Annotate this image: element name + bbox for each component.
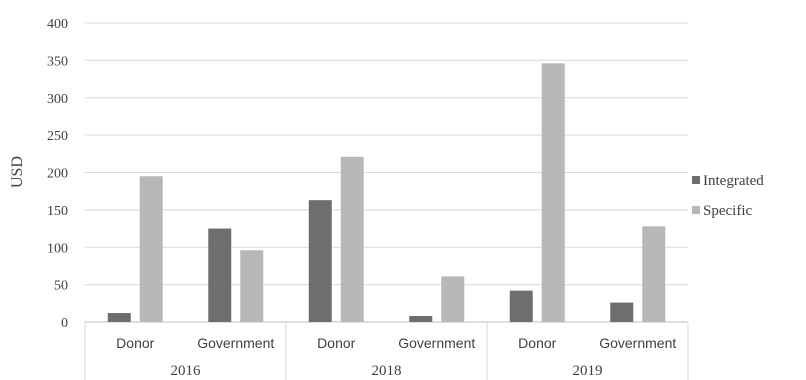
bar-specific-2 (240, 250, 264, 322)
legend-swatch-integrated (692, 176, 700, 184)
legend-label-specific: Specific (703, 203, 752, 219)
bar-integrated-4 (409, 316, 433, 322)
bar-integrated-1 (107, 313, 131, 322)
y-tick-label: 100 (47, 241, 68, 256)
y-tick-label: 350 (47, 54, 68, 69)
x-category-label: Government (599, 335, 676, 351)
bar-specific-5 (541, 63, 565, 323)
y-tick-label: 400 (47, 17, 68, 32)
x-category-label: Government (197, 335, 274, 351)
y-tick-label: 200 (47, 167, 68, 182)
y-tick-label: 50 (54, 279, 68, 294)
bar-integrated-2 (208, 228, 232, 322)
x-category-label: Donor (116, 335, 154, 351)
x-category-label: Government (398, 335, 475, 351)
x-category-label: Donor (317, 335, 355, 351)
y-tick-labels: 0 50 100 150 200 250 300 350 400 (47, 17, 68, 331)
bar-integrated-6 (610, 302, 634, 322)
bar-specific-4 (441, 276, 465, 322)
y-tick-label: 250 (47, 129, 68, 144)
x-group-label: 2019 (573, 363, 603, 379)
legend-label-integrated: Integrated (703, 173, 764, 189)
x-category-label: Donor (518, 335, 556, 351)
bar-specific-6 (642, 226, 666, 322)
bar-integrated-5 (509, 290, 533, 322)
x-group-label: 2016 (171, 363, 202, 379)
y-tick-label: 150 (47, 204, 68, 219)
bars (107, 63, 666, 323)
bar-integrated-3 (308, 200, 332, 322)
gridlines (85, 22, 688, 323)
x-group-label: 2018 (372, 363, 402, 379)
y-tick-label: 300 (47, 92, 68, 107)
bar-specific-1 (139, 176, 163, 322)
y-axis-label: USD (9, 156, 26, 188)
x-axis: Donor Government Donor Government Donor Gover… (84, 322, 689, 380)
legend-swatch-specific (692, 206, 700, 214)
bar-specific-3 (340, 156, 364, 322)
y-tick-label: 0 (61, 316, 68, 331)
legend: Integrated Specific (692, 173, 764, 219)
